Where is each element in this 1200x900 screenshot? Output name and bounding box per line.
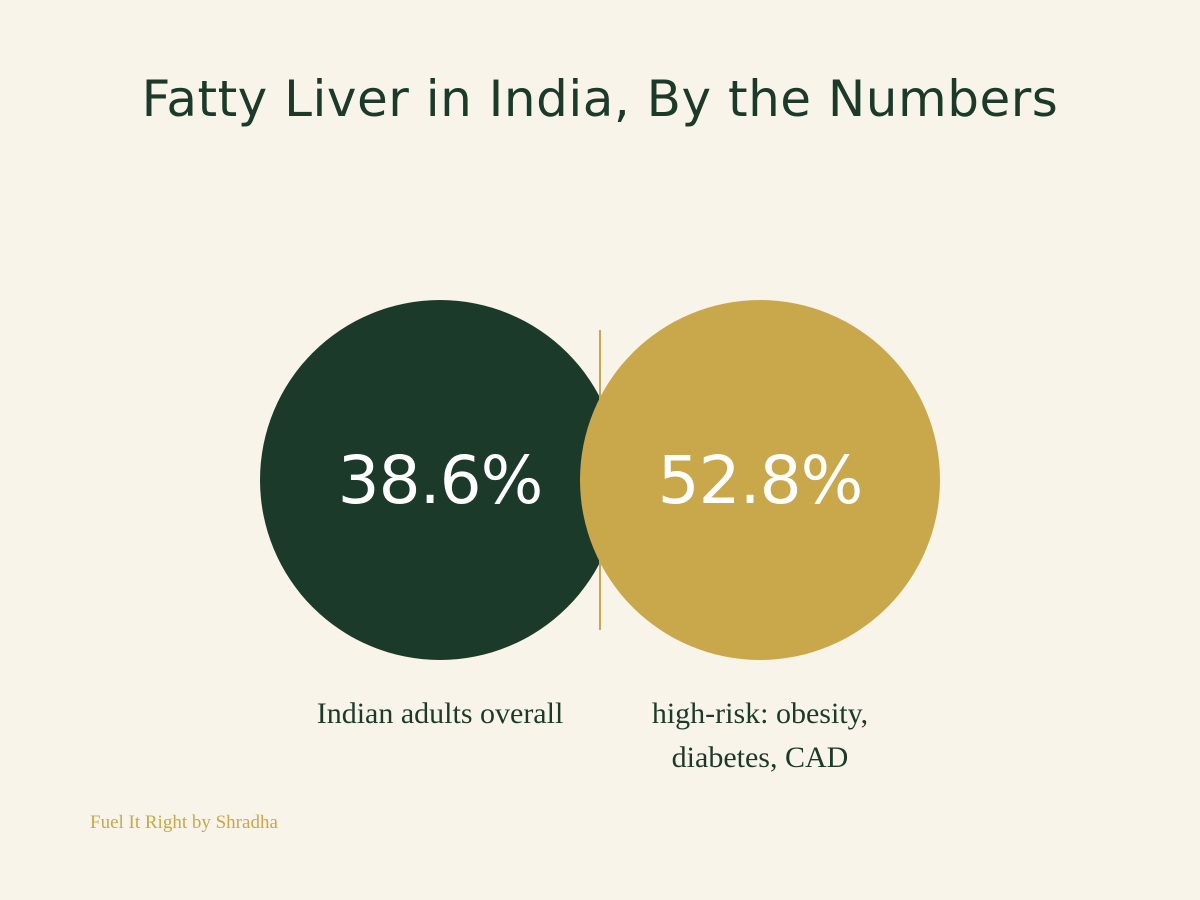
stat-label-overall-text: Indian adults overall (316, 697, 564, 730)
divider-line (599, 330, 601, 630)
stat-label-overall: Indian adults overall (260, 692, 620, 736)
page-title: Fatty Liver in India, By the Numbers (141, 70, 1059, 128)
stat-label-high-risk-line1: high-risk: obesity, (651, 697, 869, 730)
brand-credit: Fuel It Right by Shradha (90, 812, 278, 833)
stat-value-overall: 38.6% (337, 441, 544, 519)
stat-value-high-risk: 52.8% (657, 441, 864, 519)
stat-circle-high-risk: 52.8% (580, 300, 940, 660)
stat-circle-overall: 38.6% (260, 300, 620, 660)
stat-label-high-risk: high-risk: obesity, diabetes, CAD (580, 692, 940, 780)
stat-label-high-risk-line2: diabetes, CAD (671, 741, 849, 774)
